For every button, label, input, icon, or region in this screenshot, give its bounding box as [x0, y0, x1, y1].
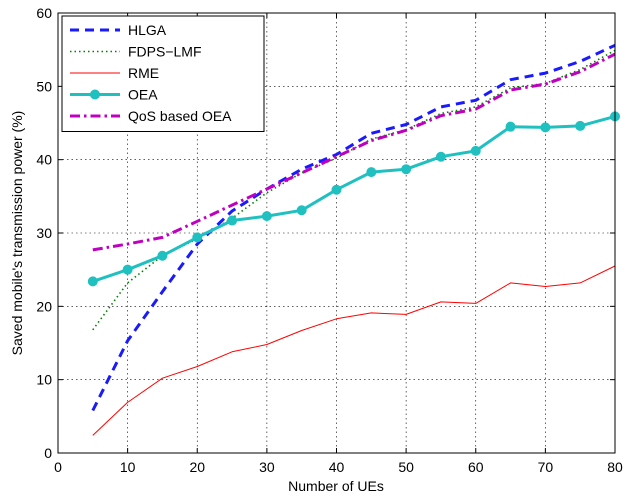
legend-label-oea: OEA: [128, 87, 158, 103]
y-axis-label: Saved mobile's transmission power (%): [9, 111, 25, 356]
data-point-oea: [401, 164, 412, 175]
data-point-oea: [505, 121, 516, 132]
y-tick-label: 60: [36, 5, 52, 21]
x-axis-label: Number of UEs: [288, 478, 384, 494]
x-tick-label: 30: [259, 459, 275, 475]
data-point-oea: [435, 151, 446, 162]
legend-label-fdps-lmf: FDPS−LMF: [128, 44, 202, 60]
data-point-oea: [575, 120, 586, 131]
y-tick-label: 30: [36, 225, 52, 241]
legend: HLGA FDPS−LMF RME OEA QoS based OEA: [61, 15, 265, 132]
legend-box: [61, 15, 265, 132]
series-group: [87, 43, 620, 436]
x-tick-label: 50: [398, 459, 414, 475]
data-point-oea: [470, 145, 481, 156]
legend-label-qos-based-oea: QoS based OEA: [128, 108, 232, 124]
y-tick-label: 40: [36, 152, 52, 168]
x-tick-label: 20: [189, 459, 205, 475]
data-point-oea: [296, 205, 307, 216]
data-point-oea: [366, 167, 377, 178]
legend-label-rme: RME: [128, 65, 159, 81]
series-line-qos-based-oea: [92, 52, 616, 252]
x-tick-label: 60: [468, 459, 484, 475]
data-point-oea: [261, 211, 272, 222]
y-tick-label: 0: [44, 445, 52, 461]
data-point-oea: [87, 276, 98, 287]
series-line-oea: [92, 114, 616, 283]
x-tick-label: 80: [607, 459, 623, 475]
data-point-oea: [331, 184, 342, 195]
x-tick-label: 0: [54, 459, 62, 475]
data-point-oea: [192, 232, 203, 243]
legend-marker-oea: [90, 89, 100, 100]
y-tick-label: 10: [36, 372, 52, 388]
x-tick-label: 10: [120, 459, 136, 475]
data-point-oea: [157, 250, 168, 261]
x-tick-label: 40: [329, 459, 345, 475]
data-point-oea: [122, 264, 133, 275]
x-tick-label: 70: [538, 459, 554, 475]
data-point-oea: [227, 215, 238, 226]
axis-ticks: 0 10 20 30 40 50 60 70 80 0 10 20 30 40 50 60: [36, 5, 623, 475]
y-tick-label: 50: [36, 78, 52, 94]
series-line-hlga: [91, 43, 616, 412]
data-point-oea: [540, 122, 551, 133]
legend-label-hlga: HLGA: [128, 22, 167, 38]
y-tick-label: 20: [36, 298, 52, 314]
series-line-rme: [92, 265, 616, 436]
